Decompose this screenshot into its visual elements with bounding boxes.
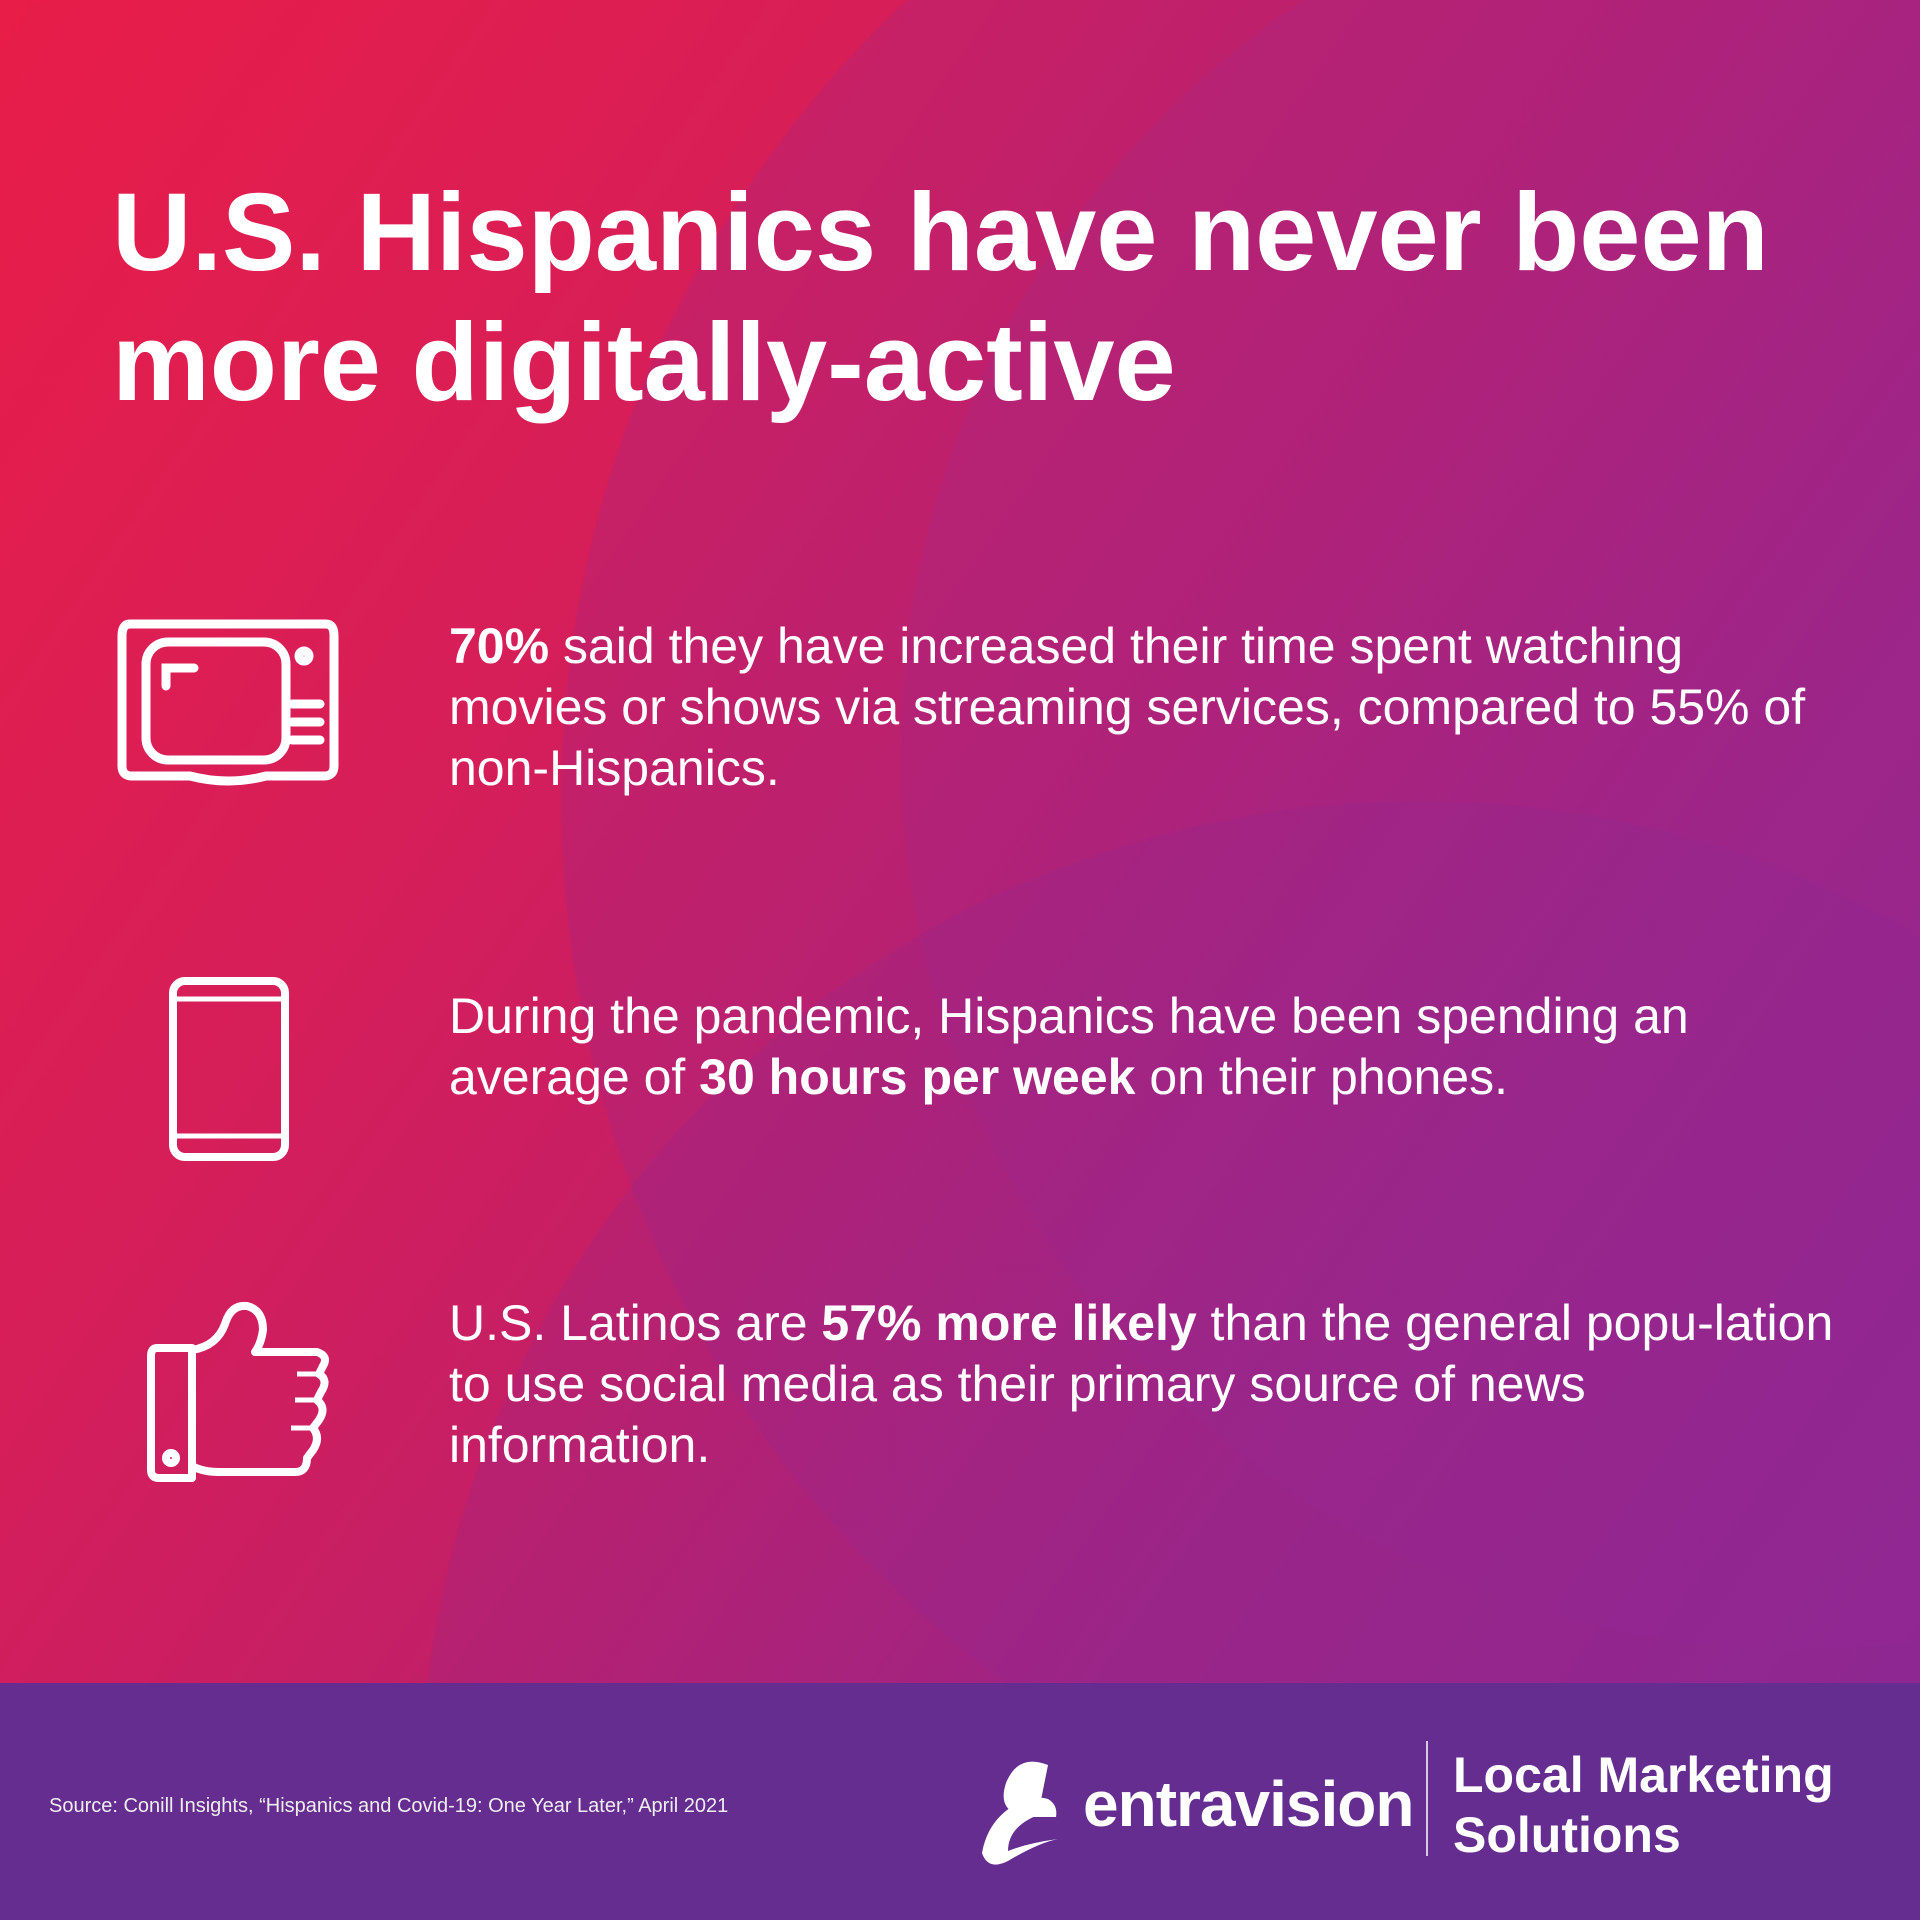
stat-highlight: 57% more likely xyxy=(821,1295,1197,1351)
page-title: U.S. Hispanics have never been more digi… xyxy=(112,171,1769,424)
stat-highlight: 30 hours per week xyxy=(699,1049,1136,1105)
divider xyxy=(1426,1741,1428,1856)
brand-name: entravision xyxy=(1083,1768,1414,1840)
source-citation: Source: Conill Insights, “Hispanics and … xyxy=(49,1795,729,1817)
entravision-logo-icon xyxy=(982,1761,1058,1865)
stat-text: than the general popu-lation to use soci… xyxy=(449,1295,1834,1473)
stat-highlight: 70% xyxy=(449,618,550,674)
tv-icon xyxy=(117,619,339,786)
tagline: Local Marketing Solutions xyxy=(1453,1745,1834,1865)
stat-social-media: U.S. Latinos are 57% more likely than th… xyxy=(449,1293,1849,1476)
tagline-line: Solutions xyxy=(1453,1807,1681,1863)
stat-streaming: 70% said they have increased their time … xyxy=(449,616,1849,799)
stat-text: on their phones. xyxy=(1135,1049,1508,1105)
tagline-line: Local Marketing xyxy=(1453,1747,1834,1803)
stat-text: U.S. Latinos are xyxy=(449,1295,822,1351)
stat-text: During the pandemic, Hispanics have been… xyxy=(449,988,1689,1105)
stat-text: said they have increased their time spen… xyxy=(449,618,1806,796)
stat-phone-usage: During the pandemic, Hispanics have been… xyxy=(449,986,1849,1108)
footer: Source: Conill Insights, “Hispanics and … xyxy=(0,1683,1920,1920)
thumbs-up-icon xyxy=(147,1301,329,1482)
smartphone-icon xyxy=(169,977,289,1161)
